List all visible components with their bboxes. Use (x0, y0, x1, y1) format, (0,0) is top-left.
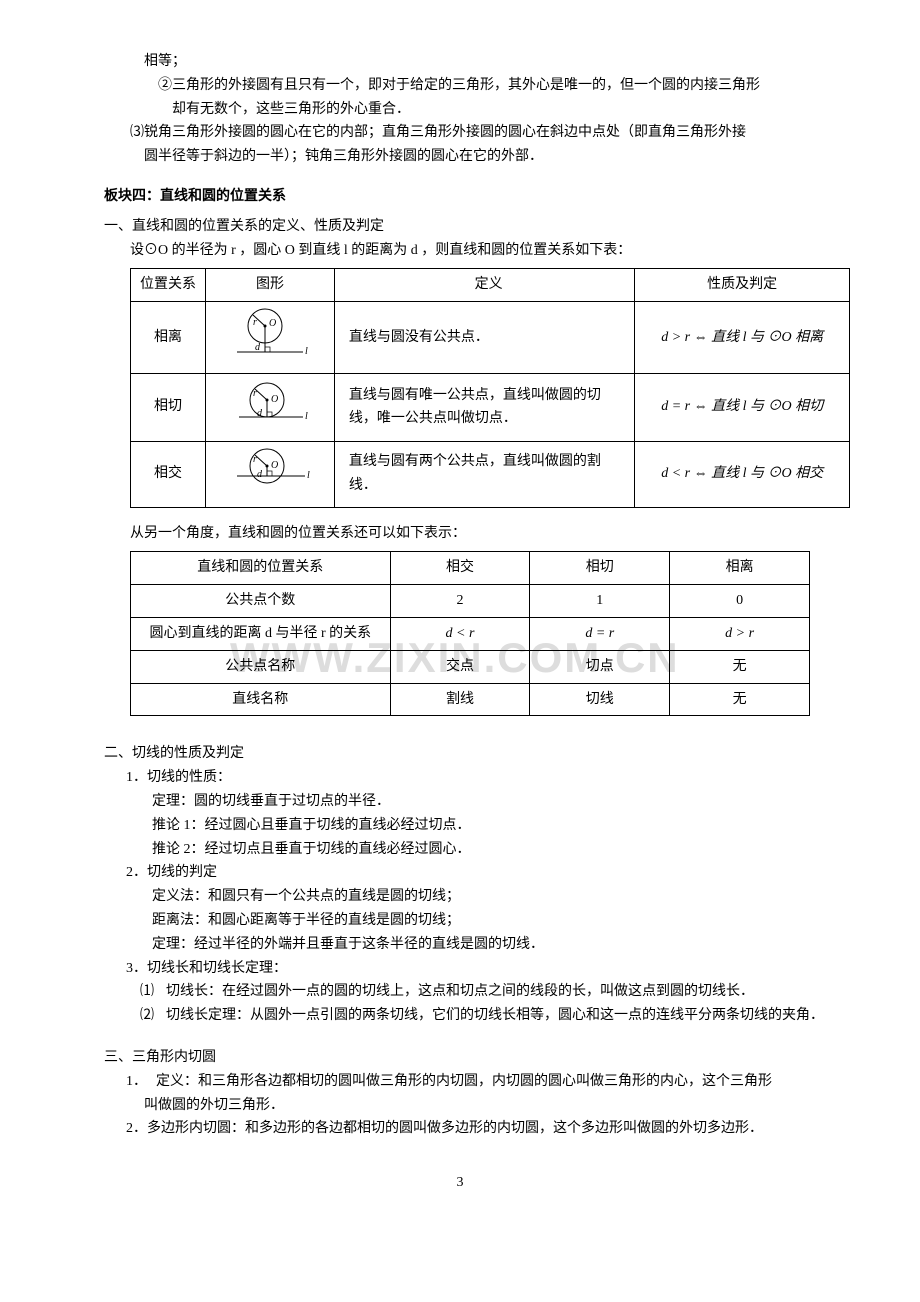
sec2-h: 二、切线的性质及判定 (80, 742, 840, 766)
cell-def-1: 直线与圆有唯一公共点，直线叫做圆的切线，唯一公共点叫做切点． (334, 373, 634, 441)
top-line2a: ②三角形的外接圆有且只有一个，即对于给定的三角形，其外心是唯一的，但一个圆的内接… (80, 74, 840, 98)
sec3-i2: 2．多边形内切圆：和多边形的各边都相切的圆叫做多边形的内切圆，这个多边形叫做圆的… (80, 1117, 840, 1141)
t2-r1c2: 1 (530, 585, 670, 618)
top-line3b: 圆半径等于斜边的一半）；钝角三角形外接圆的圆心在它的外部． (80, 145, 840, 169)
section4-title: 板块四：直线和圆的位置关系 (80, 185, 840, 209)
sec2-p2a: 定义法：和圆只有一个公共点的直线是圆的切线； (80, 885, 840, 909)
cell-pos-1: 相切 (131, 373, 206, 441)
sec3-i1a: 定义：和三角形各边都相切的圆叫做三角形的内切圆，内切圆的圆心叫做三角形的内心，这… (156, 1070, 840, 1094)
circle-tangent-icon: O r d l (225, 378, 315, 428)
sec2-p3b: 切线长定理：从圆外一点引圆的两条切线，它们的切线长相等，圆心和这一点的连线平分两… (166, 1004, 840, 1028)
t2-r2c3: d > r (725, 626, 754, 641)
t2-r2c2: d = r (585, 626, 614, 641)
cell-prop-2: d < r ⇔ 直线 l 与 ⊙O 相交 (661, 466, 823, 481)
t2-r3c0: 公共点名称 (131, 650, 391, 683)
t2-r4c1: 割线 (390, 683, 530, 716)
cell-pos-0: 相离 (131, 302, 206, 374)
svg-text:d: d (255, 342, 261, 353)
th-prop: 性质及判定 (635, 269, 850, 302)
table-position-relation: 位置关系 图形 定义 性质及判定 相离 O r d l 直线与圆没有公共点． d… (130, 268, 850, 507)
cell-fig-0: O r d l (206, 302, 335, 374)
sec3-i1n: 1． (126, 1070, 156, 1094)
th-fig: 图形 (206, 269, 335, 302)
t2-r2c0: 圆心到直线的距离 d 与半径 r 的关系 (131, 617, 391, 650)
t2-r1c1: 2 (390, 585, 530, 618)
cell-prop-1: d = r ⇔ 直线 l 与 ⊙O 相切 (661, 399, 823, 414)
section4-note: 从另一个角度，直线和圆的位置关系还可以如下表示： (80, 522, 840, 546)
svg-text:l: l (305, 346, 308, 357)
svg-text:l: l (307, 470, 310, 481)
th-def: 定义 (334, 269, 634, 302)
sec2-p1a: 定理：圆的切线垂直于过切点的半径． (80, 790, 840, 814)
th-pos: 位置关系 (131, 269, 206, 302)
section4-h1: 一、直线和圆的位置关系的定义、性质及判定 (80, 215, 840, 239)
sec2-p3a-num: ⑴ (140, 980, 166, 1004)
top-line3a: ⑶锐角三角形外接圆的圆心在它的内部；直角三角形外接圆的圆心在斜边中点处（即直角三… (80, 121, 840, 145)
top-line1: 相等； (80, 50, 840, 74)
t2-r1c3: 0 (670, 585, 810, 618)
section4-intro: 设⊙O 的半径为 r ，圆心 O 到直线 l 的距离为 d ，则直线和圆的位置关… (80, 239, 840, 263)
sec2-p3a: 切线长：在经过圆外一点的圆的切线上，这点和切点之间的线段的长，叫做这点到圆的切线… (166, 980, 840, 1004)
sec2-p3h: 3．切线长和切线长定理： (80, 957, 840, 981)
page-number: 3 (80, 1171, 840, 1195)
svg-text:r: r (253, 454, 257, 465)
t2-r4c0: 直线名称 (131, 683, 391, 716)
cell-def-0: 直线与圆没有公共点． (334, 302, 634, 374)
cell-pos-2: 相交 (131, 441, 206, 507)
top-line2b: 却有无数个，这些三角形的外心重合． (80, 98, 840, 122)
sec2-p2b: 距离法：和圆心距离等于半径的直线是圆的切线； (80, 909, 840, 933)
t2-r0c0: 直线和圆的位置关系 (131, 552, 391, 585)
t2-r3c1: 交点 (390, 650, 530, 683)
cell-prop-0: d > r ⇔ 直线 l 与 ⊙O 相离 (661, 330, 823, 345)
circle-intersect-icon: O r d l (225, 446, 315, 494)
sec2-p2h: 2．切线的判定 (80, 861, 840, 885)
t2-r1c0: 公共点个数 (131, 585, 391, 618)
sec2-p2c: 定理：经过半径的外端并且垂直于这条半径的直线是圆的切线． (80, 933, 840, 957)
sec3-h: 三、三角形内切圆 (80, 1046, 840, 1070)
cell-fig-1: O r d l (206, 373, 335, 441)
table-summary: 直线和圆的位置关系 相交 相切 相离 公共点个数 2 1 0 圆心到直线的距离 … (130, 551, 810, 716)
t2-r2c1: d < r (446, 626, 475, 641)
sec2-p3b-num: ⑵ (140, 1004, 166, 1028)
svg-text:r: r (253, 317, 257, 328)
svg-text:O: O (271, 394, 278, 405)
t2-r4c2: 切线 (530, 683, 670, 716)
svg-text:O: O (269, 318, 276, 329)
sec2-p1b: 推论 1：经过圆心且垂直于切线的直线必经过切点． (80, 814, 840, 838)
sec3-i1b: 叫做圆的外切三角形． (80, 1094, 840, 1118)
cell-def-2: 直线与圆有两个公共点，直线叫做圆的割线． (334, 441, 634, 507)
cell-fig-2: O r d l (206, 441, 335, 507)
svg-text:l: l (305, 411, 308, 422)
t2-r0c2: 相切 (530, 552, 670, 585)
t2-r0c1: 相交 (390, 552, 530, 585)
t2-r3c3: 无 (670, 650, 810, 683)
svg-text:r: r (253, 388, 257, 399)
svg-text:O: O (271, 460, 278, 471)
svg-text:d: d (257, 469, 263, 480)
t2-r0c3: 相离 (670, 552, 810, 585)
sec2-p1h: 1．切线的性质： (80, 766, 840, 790)
sec2-p1c: 推论 2：经过切点且垂直于切线的直线必经过圆心． (80, 838, 840, 862)
t2-r4c3: 无 (670, 683, 810, 716)
t2-r3c2: 切点 (530, 650, 670, 683)
circle-separate-icon: O r d l (225, 306, 315, 360)
